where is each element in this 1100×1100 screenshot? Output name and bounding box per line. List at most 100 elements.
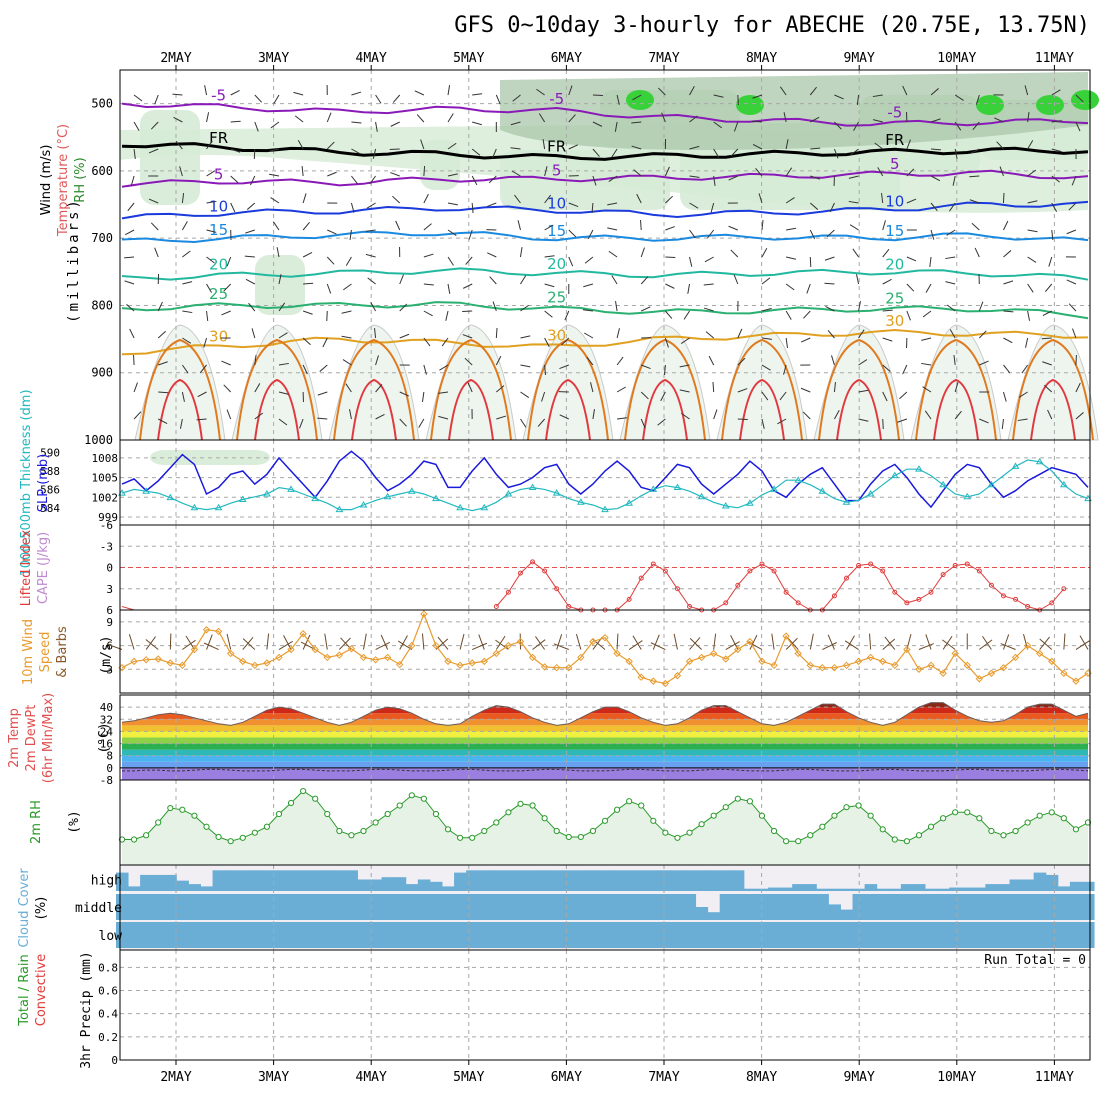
lifted-index-point [976, 568, 982, 574]
wind-barb [761, 364, 771, 371]
rh2m-point [734, 795, 741, 802]
wind-barb [370, 302, 377, 312]
cloud-cover-middle [719, 894, 733, 920]
cloud-cover-high [345, 870, 358, 891]
wind-barb [266, 633, 270, 650]
cloud-cover-low [200, 922, 214, 948]
date-label-bottom: 11MAY [1035, 1070, 1074, 1085]
cloud-cover-low [755, 922, 769, 948]
date-label-bottom: 7MAY [648, 1070, 679, 1085]
wind-barb [872, 94, 883, 98]
wind-barb [999, 166, 1004, 177]
cloud-cover-middle [200, 894, 214, 920]
wind-barb [785, 310, 792, 320]
wind-barb [974, 247, 980, 258]
wind-barb [375, 414, 385, 420]
wind-speed-point [806, 661, 814, 670]
lifted-index-point [517, 570, 523, 576]
wind-barb [297, 140, 304, 150]
rh2m-point [143, 832, 150, 839]
wind-barb [326, 283, 332, 294]
cloud-cover-middle [949, 894, 962, 920]
cloud-cover-low [562, 922, 576, 948]
wind-barb [568, 144, 579, 150]
wind-barb [510, 121, 521, 126]
isotherm-label: FR [209, 129, 228, 147]
panel-label-text: Total / Rain [17, 954, 32, 1027]
wind-speed-point [565, 663, 573, 672]
wind-barb [317, 391, 328, 396]
cloud-cover-low [224, 922, 238, 948]
thickness-point [1035, 457, 1044, 465]
rh2m-point [686, 829, 693, 836]
wind-barb [640, 276, 649, 285]
panel-wind-frame [119, 609, 1091, 694]
wind-barb [341, 335, 352, 339]
wind-speed-point [1011, 653, 1020, 662]
isotherm-label: FR [547, 138, 566, 156]
isotherm-label: 10 [547, 195, 566, 213]
isotherm-hot [836, 378, 882, 441]
cloud-cover-middle [695, 907, 709, 920]
isotherm-label: 20 [209, 256, 228, 274]
cloud-cover-low [804, 922, 817, 948]
y-tick-label: 0 [106, 562, 113, 575]
wind-barb [1051, 120, 1062, 123]
wind-barb [683, 310, 690, 320]
wind-barb [827, 634, 835, 650]
rh2m-point [203, 823, 210, 830]
cloud-cover-high [514, 870, 528, 891]
isotherm-warm [139, 338, 221, 441]
wind-barb [979, 418, 989, 424]
cloud-cover-high [285, 870, 298, 891]
rh2m-point [541, 815, 548, 822]
panel-label: 10m Wind Speed & Barbs [21, 619, 70, 685]
wind-barb [725, 641, 740, 650]
date-label-bottom: 6MAY [551, 1070, 582, 1085]
wind-barb [390, 172, 400, 177]
wind-barb [614, 121, 618, 132]
wind-barb [106, 643, 123, 650]
isotherm-label: 5 [214, 165, 224, 183]
wind-barb [302, 193, 307, 204]
rh-high-blob [626, 90, 654, 110]
rh2m-point [215, 833, 222, 841]
rh-high-blob [976, 95, 1004, 115]
cloud-cover-high [888, 888, 902, 891]
isotherm-label: 15 [209, 221, 228, 239]
wind-barb [858, 418, 869, 422]
wind-barb [536, 88, 545, 96]
cloud-cover-low [333, 922, 346, 948]
wind-barb [273, 94, 280, 104]
temp-band [120, 695, 1090, 701]
wind-barb [154, 247, 159, 258]
wind-barb [822, 642, 837, 650]
wind-barb [710, 202, 715, 213]
wind-barb [1003, 280, 1014, 285]
lifted-index-point [783, 589, 789, 595]
lifted-index-point [662, 568, 668, 574]
wind-barb [882, 638, 896, 650]
wind-barb [930, 118, 941, 123]
wind-barb [206, 229, 217, 233]
panel-label-text: Convective [34, 954, 49, 1027]
wind-barb [829, 202, 835, 213]
wind-barb [1027, 200, 1038, 204]
wind-barb [1068, 303, 1077, 312]
wind-speed-point [746, 637, 754, 646]
wind-barb [519, 247, 523, 258]
wind-barb [850, 148, 859, 156]
lifted-index-point [964, 561, 970, 567]
wind-barb [858, 301, 861, 312]
wind-barb [906, 310, 911, 321]
date-label-top: 10MAY [937, 51, 976, 66]
wind-barb [399, 418, 407, 427]
wind-barb [737, 388, 748, 393]
wind-barb [584, 332, 594, 339]
wind-barb [1075, 412, 1084, 420]
wind-barb [269, 173, 280, 177]
wind-barb [345, 256, 352, 266]
wind-barb [882, 364, 891, 372]
rh2m-point [336, 827, 343, 835]
wind-barb [982, 635, 992, 650]
